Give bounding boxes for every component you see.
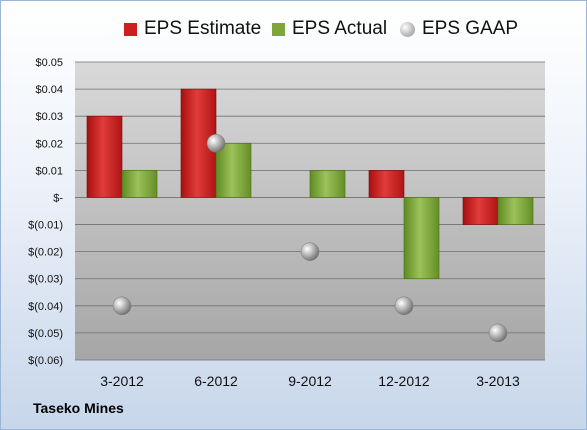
gaap-marker <box>206 134 226 153</box>
y-tick-label: $0.02 <box>35 138 63 150</box>
y-tick-label: $(0.02) <box>28 247 63 259</box>
bar-eps-actual <box>215 142 252 198</box>
y-tick-label: $- <box>53 192 63 204</box>
legend-swatch-actual <box>272 22 285 36</box>
company-name: Taseko Mines <box>33 400 124 416</box>
y-tick-label: $0.05 <box>35 57 63 69</box>
x-axis-ticks: 3-2012 6-2012 9-2012 12-2012 3-2013 <box>100 373 520 389</box>
bar-eps-estimate <box>462 197 499 225</box>
legend-label-estimate: EPS Estimate <box>144 18 262 39</box>
gaap-marker <box>488 323 508 343</box>
legend-label-gaap: EPS GAAP <box>422 18 519 39</box>
bar-eps-actual <box>497 197 534 225</box>
gaap-markers <box>112 134 508 343</box>
y-tick-label: $(0.01) <box>28 220 63 232</box>
bar-eps-estimate <box>86 115 123 198</box>
gaap-marker <box>112 296 132 316</box>
bar-eps-actual <box>403 197 440 280</box>
gaap-marker <box>394 296 414 316</box>
gaap-marker <box>300 242 320 261</box>
y-tick-label: $(0.05) <box>28 328 63 340</box>
y-tick-label: $0.01 <box>35 165 63 177</box>
x-tick-label: 12-2012 <box>378 373 430 389</box>
x-tick-label: 6-2012 <box>194 373 238 389</box>
legend-item-estimate: EPS Estimate <box>124 14 261 44</box>
y-axis-ticks: $0.05 $0.04 $0.03 $0.02 $0.01 $- $(0.01) $(0.02… <box>28 57 63 367</box>
legend-label-actual: EPS Actual <box>292 18 388 39</box>
legend-swatch-estimate <box>124 22 137 36</box>
y-tick-label: $0.03 <box>35 111 63 123</box>
bars <box>86 88 534 280</box>
x-tick-label: 9-2012 <box>288 373 332 389</box>
y-tick-label: $(0.04) <box>28 301 63 313</box>
legend-item-gaap: EPS GAAP <box>400 14 518 44</box>
x-tick-label: 3-2012 <box>100 373 144 389</box>
y-tick-label: $(0.06) <box>28 355 63 367</box>
bar-eps-actual <box>309 170 346 198</box>
bar-eps-estimate <box>368 170 405 198</box>
x-tick-label: 3-2013 <box>476 373 520 389</box>
legend: EPS Estimate EPS Actual EPS GAAP <box>0 14 587 44</box>
bar-eps-actual <box>121 170 158 198</box>
legend-marker-gaap <box>400 21 415 37</box>
y-tick-label: $0.04 <box>35 84 63 96</box>
legend-item-actual: EPS Actual <box>272 14 387 44</box>
y-tick-label: $(0.03) <box>28 274 63 286</box>
